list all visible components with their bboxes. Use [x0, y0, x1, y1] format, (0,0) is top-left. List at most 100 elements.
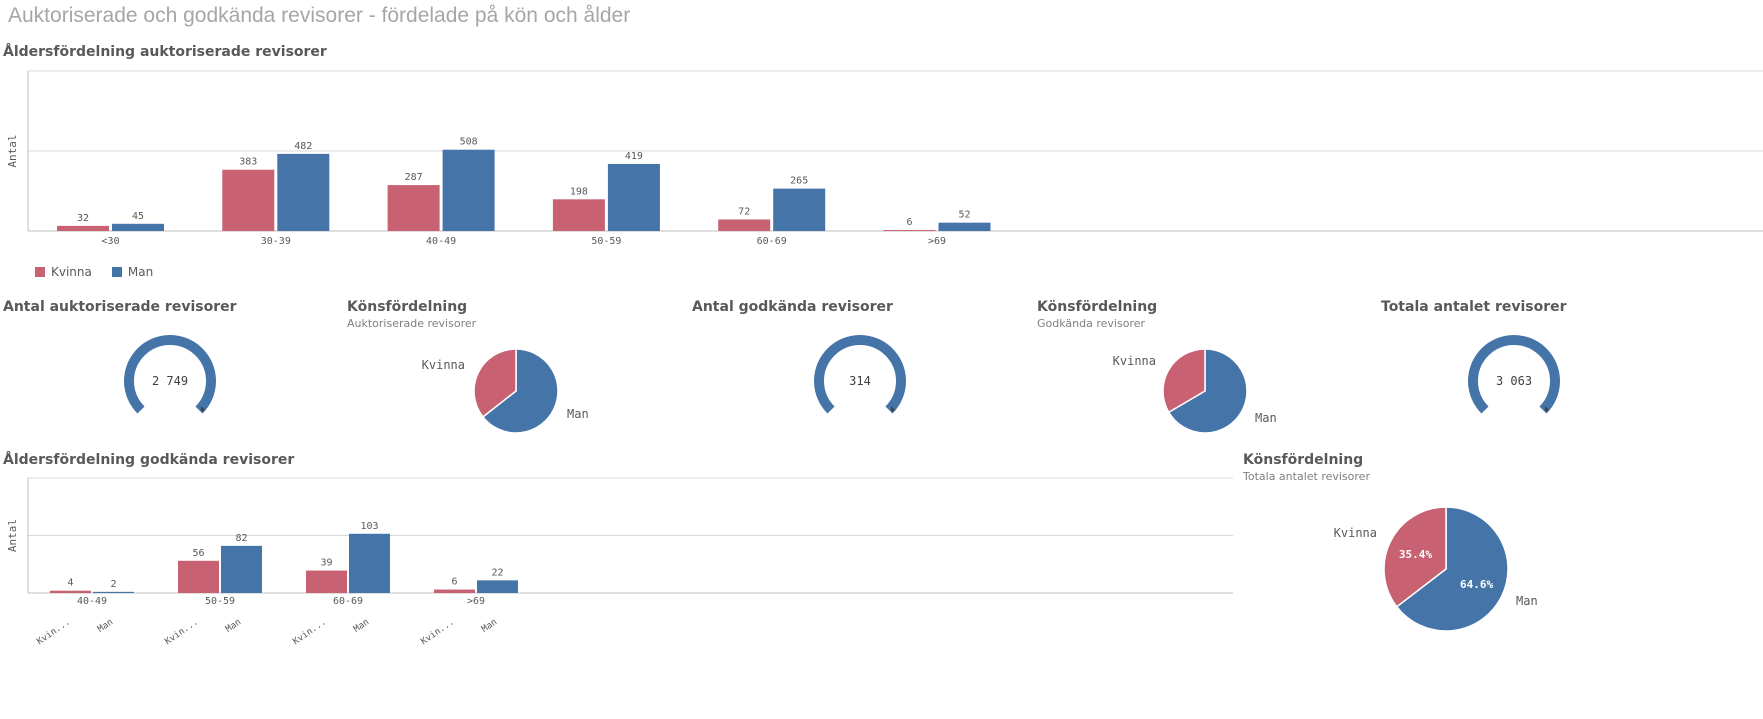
bar-kvinna-2[interactable]	[387, 185, 440, 231]
bar-man-0[interactable]	[93, 591, 134, 593]
pie-label-man: Man	[1255, 411, 1277, 425]
bar-kvinna-0[interactable]	[57, 225, 109, 231]
bar-man-1[interactable]	[221, 545, 262, 593]
pie-slice-man[interactable]	[481, 348, 559, 434]
x-subtick-label: Kvin...	[419, 617, 456, 647]
gauge-end-marker	[890, 405, 895, 412]
pie-title-auktoriserade: Könsfördelning	[347, 299, 468, 315]
bar-value-label: 82	[235, 533, 247, 544]
y-axis-label: Antal	[6, 134, 19, 167]
bar-man-5[interactable]	[938, 222, 991, 231]
kpi-value: 2 749	[152, 374, 188, 388]
legend-swatch-kvinna	[35, 267, 45, 277]
x-tick-label: 50-59	[205, 596, 235, 607]
pie-label-kvinna: Kvinna	[422, 358, 465, 372]
kpi-title-totala: Totala antalet revisorer	[1381, 299, 1567, 315]
legend-label-man: Man	[127, 265, 154, 279]
kpi-title-auktoriserade: Antal auktoriserade revisorer	[3, 299, 237, 315]
bar-value-label: 45	[132, 211, 144, 222]
bar-value-label: 287	[405, 172, 423, 183]
bar-chart-auktoriserade[interactable]: Antal 32 45 <30 383 482 30-39 287 508 40-49 198 419…	[0, 62, 1763, 257]
x-subtick-label: Man	[224, 617, 243, 635]
bar-value-label: 32	[77, 213, 89, 224]
bar-man-3[interactable]	[477, 580, 518, 593]
chart-title-auktoriserade: Åldersfördelning auktoriserade revisorer	[3, 44, 327, 60]
bar-man-4[interactable]	[773, 188, 826, 231]
bar-man-2[interactable]	[349, 533, 390, 593]
pie-slice-label-kvinna: 35.4%	[1399, 548, 1432, 561]
pie-slice-label-man: 64.6%	[1460, 578, 1493, 591]
bar-kvinna-4[interactable]	[718, 219, 771, 231]
pie-subtitle-godkanda: Godkända revisorer	[1037, 317, 1145, 330]
x-tick-label: 30-39	[261, 236, 291, 247]
x-tick-label: >69	[467, 596, 485, 607]
bar-value-label: 4	[67, 578, 73, 589]
bar-kvinna-2[interactable]	[306, 570, 347, 593]
bar-value-label: 52	[958, 210, 970, 221]
bar-value-label: 2	[110, 579, 116, 590]
pie-title-totala: Könsfördelning	[1243, 452, 1364, 468]
bar-value-label: 265	[790, 176, 808, 187]
page-title: Auktoriserade och godkända revisorer - f…	[8, 4, 631, 27]
bar-value-label: 56	[192, 548, 204, 559]
gauge-arc	[814, 335, 906, 414]
bar-chart-godkanda[interactable]: Antal 4 Kvin... 2 Man 40-49 56 Kvin... 82 Man 50-5…	[0, 470, 1240, 719]
pie-subtitle-auktoriserade: Auktoriserade revisorer	[347, 317, 477, 330]
pie-label-man: Man	[567, 407, 589, 421]
bar-value-label: 383	[239, 157, 257, 168]
gauge-arc	[1468, 335, 1560, 414]
bar-value-label: 39	[320, 558, 332, 569]
pie-slice-man[interactable]	[1395, 506, 1509, 632]
x-subtick-label: Kvin...	[291, 617, 328, 647]
bar-kvinna-5[interactable]	[883, 230, 936, 231]
bar-value-label: 508	[460, 137, 478, 148]
chart-title-godkanda: Åldersfördelning godkända revisorer	[3, 452, 295, 468]
pie-label-kvinna: Kvinna	[1334, 526, 1377, 540]
kpi-title-godkanda: Antal godkända revisorer	[692, 299, 893, 315]
bar-man-0[interactable]	[112, 223, 164, 231]
pie-slice-kvinna[interactable]	[1383, 506, 1447, 608]
pie-label-kvinna: Kvinna	[1113, 354, 1156, 368]
pie-slice-kvinna[interactable]	[1162, 348, 1206, 414]
pie-slice-man[interactable]	[1167, 348, 1248, 434]
legend-swatch-man	[111, 267, 122, 277]
x-tick-label: >69	[928, 236, 946, 247]
x-subtick-label: Kvin...	[163, 617, 200, 647]
gauge-end-marker	[1544, 405, 1549, 412]
pie-charts-row[interactable]: Kvinna Man Kvinna Man	[0, 330, 1763, 450]
x-tick-label: 40-49	[77, 596, 107, 607]
gauge-arc	[124, 335, 216, 414]
kpi-value: 314	[849, 374, 871, 388]
bar-man-3[interactable]	[607, 163, 660, 231]
bar-kvinna-0[interactable]	[50, 590, 91, 593]
pie-chart-totala[interactable]: Kvinna Man 35.4% 64.6%	[1240, 480, 1763, 719]
bar-kvinna-3[interactable]	[434, 589, 475, 593]
y-axis-label: Antal	[6, 519, 19, 552]
bar-man-1[interactable]	[277, 153, 330, 231]
bar-value-label: 6	[906, 217, 912, 228]
bar-kvinna-1[interactable]	[178, 560, 219, 593]
chart-legend[interactable]: Kvinna Man	[35, 265, 153, 279]
bar-value-label: 6	[451, 577, 457, 588]
kpi-gauges: 2 749 314 3 063	[124, 335, 1560, 414]
bar-kvinna-1[interactable]	[222, 169, 275, 231]
kpi-value: 3 063	[1496, 374, 1532, 388]
legend-label-kvinna: Kvinna	[51, 265, 92, 279]
x-subtick-label: Kvin...	[35, 617, 72, 647]
bar-value-label: 22	[491, 567, 503, 578]
x-tick-label: <30	[101, 236, 119, 247]
bar-value-label: 482	[294, 141, 312, 152]
x-tick-label: 40-49	[426, 236, 456, 247]
bar-value-label: 198	[570, 186, 588, 197]
x-tick-label: 60-69	[757, 236, 787, 247]
pie-slice-kvinna[interactable]	[473, 348, 517, 418]
pie-subtitle-totala: Totala antalet revisorer	[1243, 470, 1370, 483]
bar-man-2[interactable]	[442, 149, 495, 231]
x-subtick-label: Man	[480, 617, 499, 635]
bar-value-label: 72	[738, 206, 750, 217]
x-tick-label: 60-69	[333, 596, 363, 607]
bar-value-label: 419	[625, 151, 643, 162]
x-subtick-label: Man	[352, 617, 371, 635]
pie-title-godkanda: Könsfördelning	[1037, 299, 1158, 315]
bar-kvinna-3[interactable]	[552, 199, 605, 231]
